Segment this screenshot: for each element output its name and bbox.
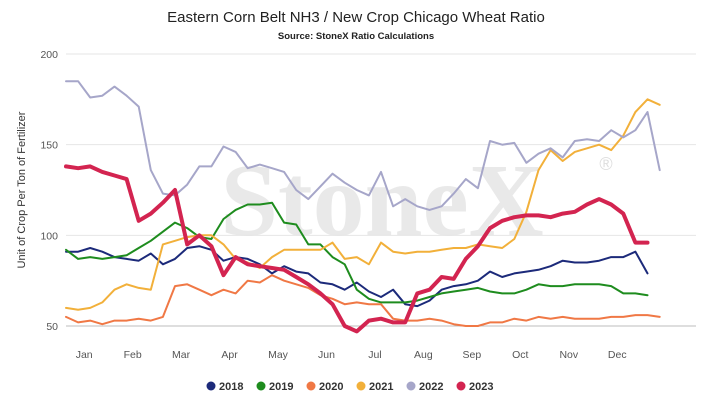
- watermark-registered-mark: ®: [599, 154, 612, 174]
- legend-label: 2018: [219, 381, 243, 393]
- legend: 2018 2019 2020 2021 2022 2023: [206, 381, 494, 393]
- legend-label: 2021: [369, 381, 393, 393]
- legend-marker: [206, 381, 216, 391]
- x-tick-label: Aug: [414, 349, 433, 361]
- legend-item-2020[interactable]: 2020: [306, 381, 344, 393]
- series-lines: [64, 80, 661, 334]
- legend-label: 2019: [269, 381, 293, 393]
- legend-label: 2023: [469, 381, 493, 393]
- series-line-2022: [65, 80, 661, 211]
- x-tick-label: Nov: [559, 349, 578, 361]
- series-line-2023: [64, 164, 650, 334]
- series-line-2018: [65, 245, 649, 308]
- legend-item-2018[interactable]: 2018: [206, 381, 244, 393]
- legend-marker: [256, 381, 266, 391]
- x-tick-label: Dec: [608, 349, 627, 361]
- y-tick-label: 150: [40, 140, 58, 152]
- y-tick-label: 100: [40, 230, 58, 242]
- legend-marker: [456, 381, 466, 391]
- series-line-2020: [65, 274, 661, 327]
- legend-item-2022[interactable]: 2022: [406, 381, 444, 393]
- x-tick-label: Jul: [368, 349, 381, 361]
- axes: 50 100 150 200 Jan Feb Mar Apr May Jun Jul Aug Sep Oc…: [40, 49, 626, 361]
- chart-title: Eastern Corn Belt NH3 / New Crop Chicago…: [167, 9, 545, 26]
- y-tick-label: 50: [46, 321, 58, 333]
- legend-item-2019[interactable]: 2019: [256, 381, 294, 393]
- x-tick-label: Sep: [463, 349, 482, 361]
- x-tick-label: Oct: [512, 349, 528, 361]
- x-tick-label: Jan: [76, 349, 93, 361]
- y-tick-label: 200: [40, 49, 58, 61]
- legend-label: 2022: [419, 381, 443, 393]
- x-tick-label: Apr: [221, 349, 238, 361]
- legend-item-2023[interactable]: 2023: [456, 381, 494, 393]
- x-tick-label: Jun: [318, 349, 335, 361]
- chart-subtitle: Source: StoneX Ratio Calculations: [278, 31, 434, 42]
- legend-marker: [356, 381, 366, 391]
- x-tick-label: Mar: [172, 349, 191, 361]
- grid-lines: [66, 53, 696, 327]
- series-line-2021: [65, 98, 661, 311]
- stonex-watermark: StoneX: [220, 143, 544, 258]
- series-line-2019: [65, 201, 649, 304]
- x-tick-label: May: [268, 349, 289, 361]
- x-tick-label: Feb: [124, 349, 142, 361]
- legend-label: 2020: [319, 381, 343, 393]
- legend-marker: [406, 381, 416, 391]
- legend-marker: [306, 381, 316, 391]
- legend-item-2021[interactable]: 2021: [356, 381, 394, 393]
- y-axis-label: Unit of Crop Per Ton of Fertilizer: [16, 111, 28, 268]
